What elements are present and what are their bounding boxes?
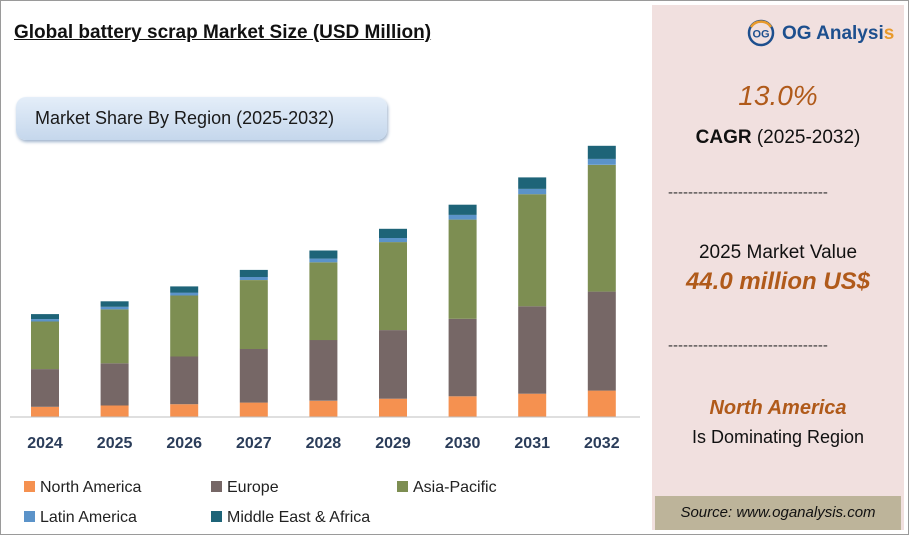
- og-analysis-logo: OG OG Analysis: [746, 19, 894, 52]
- bar-europe-2028: [309, 340, 338, 401]
- legend-swatch-europe: [211, 481, 222, 493]
- divider-top: --------------------------------: [668, 184, 828, 201]
- legend-swatch-mea: [211, 511, 222, 523]
- x-tick-label-2031: 2031: [514, 435, 550, 452]
- bar-asia-pacific-2024: [31, 321, 59, 370]
- logo-mark-text: OG: [752, 29, 769, 41]
- bar-asia-pacific-2025: [100, 309, 129, 364]
- bar-north-america-2030: [448, 396, 477, 417]
- bar-north-america-2032: [587, 390, 616, 417]
- bar-europe-2024: [31, 369, 59, 407]
- bar-north-america-2029: [379, 398, 407, 417]
- bar-mea-2031: [518, 177, 547, 189]
- x-tick-label-2024: 2024: [27, 435, 63, 452]
- x-tick-labels: 2024 2025 2026 2027 2028 2029 2030 2031 2032: [27, 435, 619, 452]
- dominating-region-value: North America: [709, 397, 847, 419]
- bar-europe-2031: [518, 306, 547, 394]
- bar-north-america-2027: [239, 402, 268, 417]
- bar-mea-2024: [31, 314, 59, 320]
- market-value: 44.0 million US$: [685, 268, 871, 295]
- logo-text: OG Analysis: [782, 23, 894, 45]
- dominating-region-label: Is Dominating Region: [691, 427, 865, 447]
- cagr-label: CAGR (2025-2032): [652, 127, 904, 149]
- bar-mea-2028: [309, 250, 338, 259]
- bar-mea-2032: [587, 145, 616, 159]
- legend-europe: Europe: [211, 479, 279, 497]
- bar-group: [31, 145, 616, 417]
- og-logo-icon: OG: [747, 19, 775, 47]
- bar-north-america-2028: [309, 400, 338, 417]
- bar-mea-2029: [379, 228, 407, 238]
- market-value-label: 2025 Market Value: [698, 242, 858, 263]
- legend-swatch-north-america: [24, 481, 35, 493]
- bar-north-america-2025: [100, 405, 129, 417]
- bar-north-america-2031: [518, 393, 547, 417]
- legend-swatch-asia-pacific: [397, 481, 408, 493]
- bar-latin-america-2026: [170, 292, 199, 296]
- summary-panel: [652, 5, 904, 530]
- source-credit: Source: www.oganalysis.com: [655, 496, 901, 530]
- divider-bottom: --------------------------------: [668, 337, 828, 354]
- bar-asia-pacific-2027: [239, 280, 268, 349]
- logo-text-tail: s: [883, 23, 895, 44]
- cagr-value: 13.0%: [738, 80, 818, 111]
- cagr-label-period: (2025-2032): [751, 127, 861, 148]
- bar-north-america-2026: [170, 404, 199, 417]
- bar-latin-america-2028: [309, 258, 338, 263]
- bar-latin-america-2024: [31, 319, 59, 322]
- legend-label-latin-america: Latin America: [40, 509, 137, 526]
- legend-latin-america: Latin America: [24, 509, 137, 527]
- bar-mea-2026: [170, 286, 199, 293]
- bar-asia-pacific-2031: [518, 194, 547, 307]
- bar-europe-2025: [100, 363, 129, 406]
- chart-title: Global battery scrap Market Size (USD Mi…: [14, 22, 432, 43]
- bar-latin-america-2031: [518, 189, 547, 195]
- bar-asia-pacific-2028: [309, 262, 338, 341]
- x-tick-label-2029: 2029: [375, 435, 411, 452]
- x-tick-label-2027: 2027: [236, 435, 272, 452]
- bar-latin-america-2030: [448, 214, 477, 220]
- bar-asia-pacific-2029: [379, 242, 407, 331]
- bar-europe-2026: [170, 356, 199, 405]
- bar-latin-america-2029: [379, 237, 407, 243]
- chart-subtitle-pill: Market Share By Region (2025-2032): [16, 97, 387, 140]
- bar-mea-2030: [448, 204, 477, 215]
- x-tick-label-2026: 2026: [166, 435, 202, 452]
- bar-latin-america-2032: [587, 158, 616, 165]
- legend-label-asia-pacific: Asia-Pacific: [413, 479, 497, 496]
- legend-label-mea: Middle East & Africa: [227, 509, 371, 526]
- bar-europe-2029: [379, 330, 407, 399]
- legend-north-america: North America: [24, 479, 141, 497]
- bar-latin-america-2027: [239, 276, 268, 280]
- bar-mea-2025: [100, 301, 129, 307]
- x-tick-label-2030: 2030: [445, 435, 481, 452]
- bar-latin-america-2025: [100, 306, 129, 310]
- x-tick-label-2028: 2028: [306, 435, 342, 452]
- bar-mea-2027: [239, 269, 268, 277]
- x-tick-label-2032: 2032: [584, 435, 620, 452]
- legend-swatch-latin-america: [24, 511, 35, 523]
- bar-europe-2030: [448, 318, 477, 397]
- logo-text-main: OG Analysi: [782, 23, 884, 44]
- bar-asia-pacific-2030: [448, 219, 477, 319]
- bar-asia-pacific-2026: [170, 295, 199, 357]
- bar-europe-2027: [239, 348, 268, 403]
- bar-asia-pacific-2032: [587, 164, 616, 292]
- legend-label-north-america: North America: [40, 479, 142, 496]
- stacked-bar-chart: 2024 2025 2026 2027 2028 2029 2030 2031 2032: [10, 145, 640, 452]
- legend-asia-pacific: Asia-Pacific: [397, 479, 497, 497]
- bar-north-america-2024: [31, 406, 59, 417]
- legend-mea: Middle East & Africa: [211, 509, 370, 527]
- legend-label-europe: Europe: [227, 479, 279, 496]
- x-tick-label-2025: 2025: [97, 435, 133, 452]
- bar-europe-2032: [587, 291, 616, 391]
- cagr-label-bold: CAGR: [695, 127, 752, 148]
